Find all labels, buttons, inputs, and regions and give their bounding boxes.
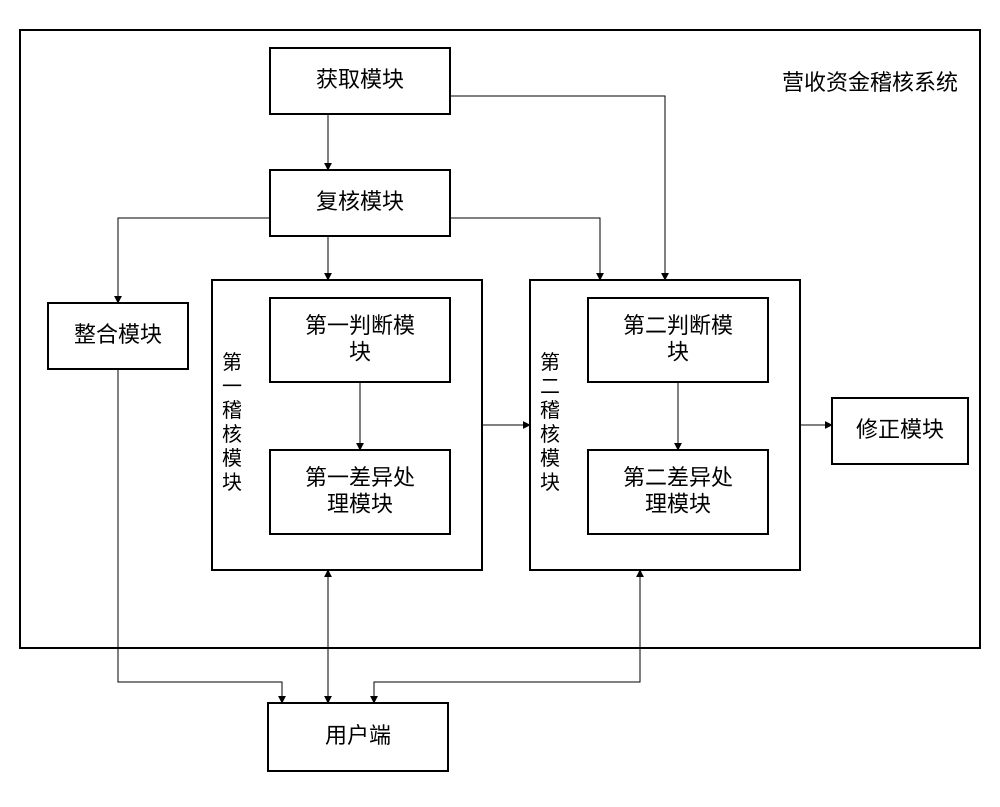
label-acquire: 获取模块 <box>316 67 404 92</box>
label-integrate: 整合模块 <box>74 322 162 347</box>
label-client: 用户端 <box>325 723 391 748</box>
label-review: 复核模块 <box>316 189 404 214</box>
label-correct: 修正模块 <box>856 417 944 442</box>
diagram-canvas: 营收资金稽核系统第一稽核模块第二稽核模块获取模块复核模块整合模块第一判断模块第一… <box>0 0 1000 807</box>
system-title: 营收资金稽核系统 <box>782 70 958 95</box>
